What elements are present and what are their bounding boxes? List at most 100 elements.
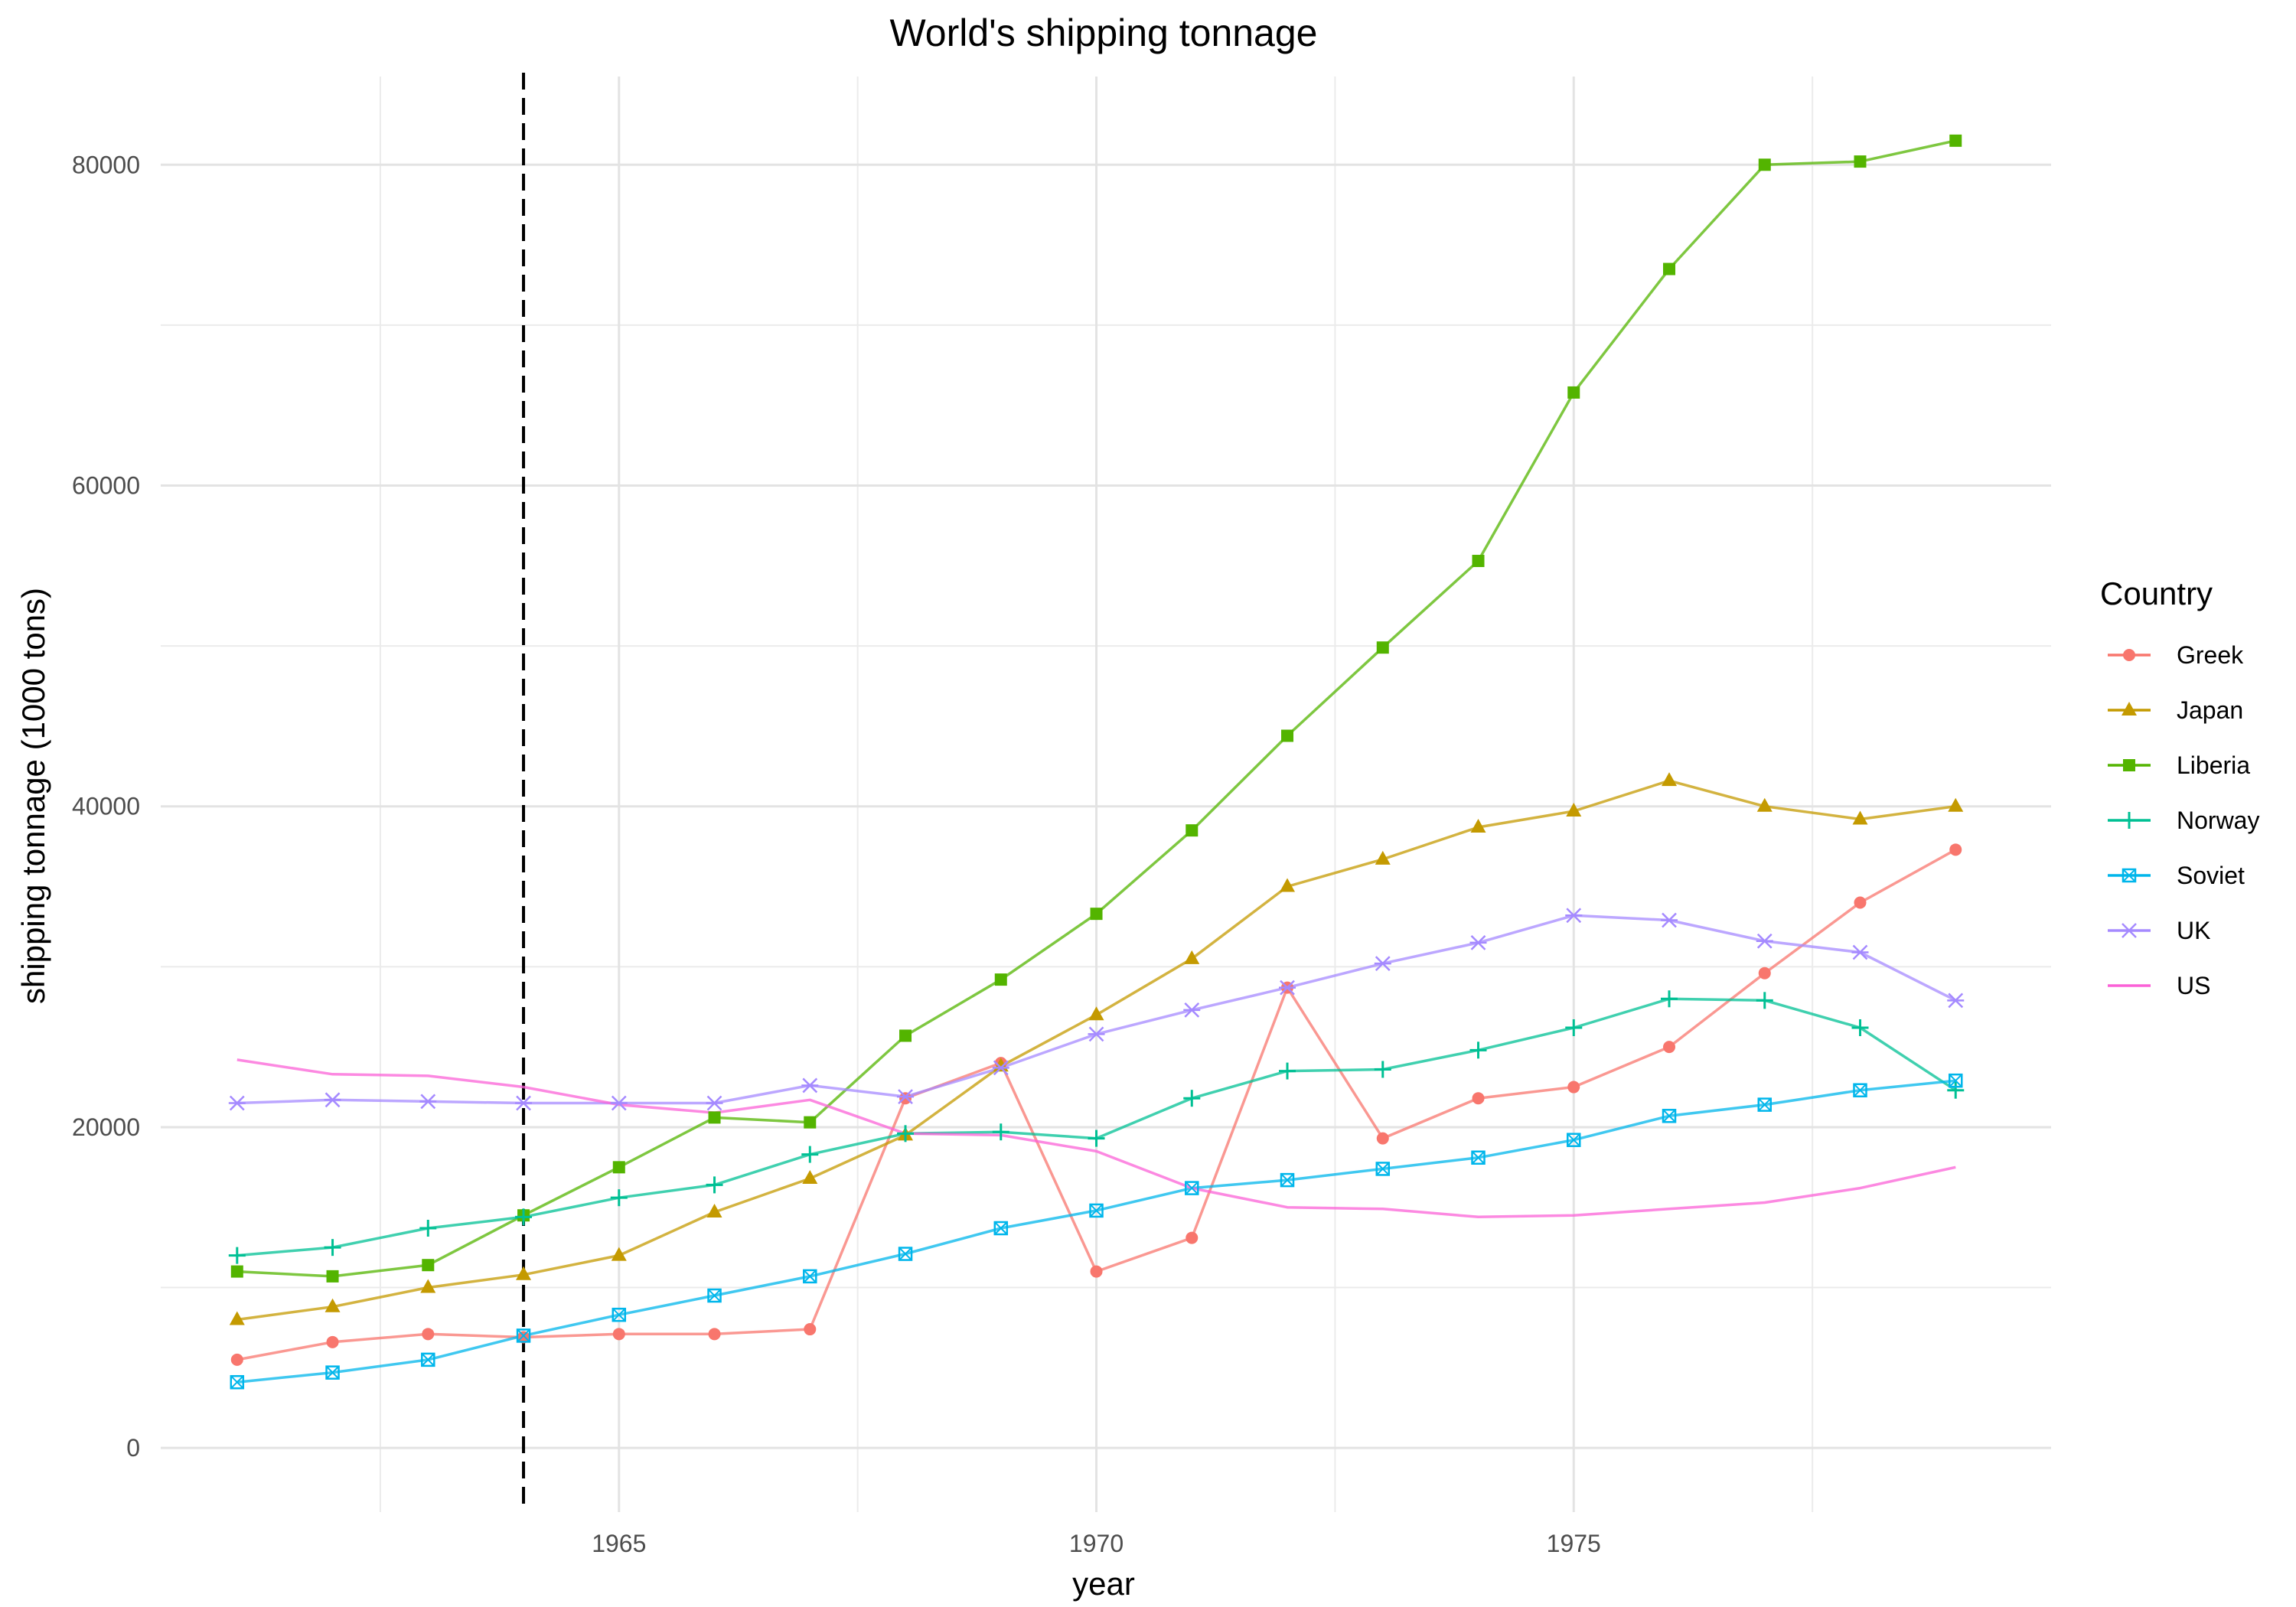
- data-point-norway: [1756, 992, 1773, 1009]
- data-point-norway: [515, 1208, 533, 1226]
- data-point-greek: [1090, 1265, 1103, 1278]
- data-point-liberia: [230, 1265, 243, 1278]
- data-point-liberia: [708, 1111, 721, 1124]
- data-point-greek: [899, 1092, 912, 1105]
- x-axis-title: year: [1072, 1566, 1135, 1602]
- data-point-norway: [1183, 1090, 1201, 1107]
- legend-key-marker: [2123, 759, 2135, 771]
- data-point-soviet: [1280, 1172, 1295, 1188]
- data-point-japan: [611, 1247, 627, 1261]
- legend-item-soviet: Soviet: [2108, 862, 2245, 889]
- y-tick-label: 60000: [72, 472, 140, 500]
- data-point-japan: [1184, 950, 1200, 964]
- data-point-soviet: [516, 1328, 531, 1343]
- data-point-liberia: [899, 1029, 912, 1042]
- data-point-soviet: [1662, 1109, 1677, 1123]
- data-point-soviet: [612, 1307, 627, 1322]
- data-point-uk: [897, 1089, 915, 1104]
- data-point-norway: [801, 1146, 819, 1163]
- series-markers: [228, 134, 1965, 1390]
- legend: Country Greek Japan Liberia Norway Soviet UK U…: [2100, 575, 2259, 999]
- data-point-greek: [708, 1328, 721, 1341]
- data-point-soviet: [803, 1269, 817, 1284]
- x-axis-tick-labels: 1965 1970 1975: [592, 1530, 1601, 1557]
- data-point-greek: [517, 1331, 530, 1344]
- legend-label: Soviet: [2177, 862, 2245, 889]
- data-point-japan: [1280, 878, 1296, 892]
- data-point-uk: [1088, 1026, 1105, 1042]
- data-point-norway: [1469, 1041, 1487, 1059]
- data-point-greek: [422, 1328, 435, 1341]
- data-point-soviet: [1567, 1133, 1581, 1147]
- legend-item-us: US: [2108, 972, 2210, 999]
- data-point-norway: [610, 1189, 628, 1207]
- data-point-uk: [1661, 912, 1678, 928]
- legend-item-uk: UK: [2108, 917, 2210, 944]
- data-point-soviet: [898, 1247, 913, 1261]
- data-point-uk: [1183, 1002, 1201, 1018]
- data-point-greek: [1854, 896, 1867, 909]
- data-point-soviet: [1471, 1150, 1486, 1165]
- data-point-soviet: [993, 1221, 1009, 1236]
- data-point-greek: [1949, 843, 1962, 856]
- data-point-japan: [1662, 772, 1678, 787]
- data-point-greek: [1376, 1132, 1389, 1145]
- data-point-uk: [1756, 933, 1773, 949]
- y-tick-label: 80000: [72, 151, 140, 178]
- minor-gridlines: [161, 77, 2051, 1512]
- data-point-japan: [325, 1298, 341, 1312]
- data-point-liberia: [1376, 641, 1389, 654]
- data-point-norway: [1279, 1062, 1296, 1080]
- data-point-japan: [706, 1204, 722, 1218]
- x-tick-label: 1975: [1547, 1530, 1601, 1557]
- data-point-japan: [420, 1279, 436, 1293]
- data-point-japan: [1470, 818, 1486, 833]
- data-point-soviet: [1949, 1073, 1963, 1088]
- data-point-japan: [1948, 797, 1964, 812]
- x-tick-label: 1970: [1069, 1530, 1124, 1557]
- data-point-uk: [228, 1095, 246, 1111]
- data-point-greek: [1567, 1081, 1580, 1094]
- data-point-uk: [1279, 980, 1296, 996]
- data-point-japan: [802, 1170, 818, 1185]
- legend-key-marker: [2121, 923, 2138, 938]
- data-point-norway: [419, 1219, 437, 1237]
- data-point-liberia: [326, 1270, 339, 1283]
- data-point-uk: [419, 1094, 437, 1110]
- y-axis-tick-labels: 0 20000 40000 60000 80000: [72, 151, 140, 1462]
- data-point-japan: [1088, 1006, 1104, 1021]
- legend-label: UK: [2177, 917, 2210, 944]
- data-point-norway: [706, 1176, 723, 1194]
- data-point-soviet: [1853, 1083, 1867, 1097]
- legend-label: Norway: [2177, 807, 2259, 834]
- data-point-uk: [1469, 935, 1487, 950]
- chart-title: World's shipping tonnage: [890, 11, 1318, 54]
- data-point-japan: [516, 1266, 532, 1280]
- data-point-greek: [230, 1353, 243, 1366]
- legend-label: Liberia: [2177, 751, 2250, 779]
- data-point-norway: [1851, 1019, 1869, 1036]
- x-tick-label: 1965: [592, 1530, 646, 1557]
- data-point-liberia: [1281, 729, 1294, 742]
- data-point-soviet: [1757, 1097, 1773, 1112]
- data-point-greek: [326, 1335, 339, 1348]
- y-axis-title: shipping tonnage (1000 tons): [15, 588, 51, 1004]
- data-point-greek: [612, 1328, 625, 1341]
- data-point-japan: [1375, 850, 1391, 865]
- data-point-uk: [610, 1095, 628, 1111]
- data-point-norway: [1088, 1129, 1105, 1147]
- data-point-liberia: [1472, 555, 1485, 568]
- legend-key-marker: [2122, 868, 2137, 883]
- legend-key-marker: [2123, 649, 2135, 661]
- legend-key-marker: [2122, 702, 2137, 715]
- data-point-liberia: [612, 1161, 625, 1174]
- data-point-liberia: [422, 1259, 435, 1272]
- data-point-soviet: [230, 1374, 245, 1390]
- legend-title: Country: [2100, 575, 2213, 611]
- data-point-norway: [1661, 990, 1678, 1008]
- data-point-liberia: [804, 1116, 817, 1129]
- y-tick-label: 40000: [72, 793, 140, 820]
- legend-label: US: [2177, 972, 2210, 999]
- data-point-uk: [1374, 956, 1391, 972]
- data-point-soviet: [707, 1288, 722, 1303]
